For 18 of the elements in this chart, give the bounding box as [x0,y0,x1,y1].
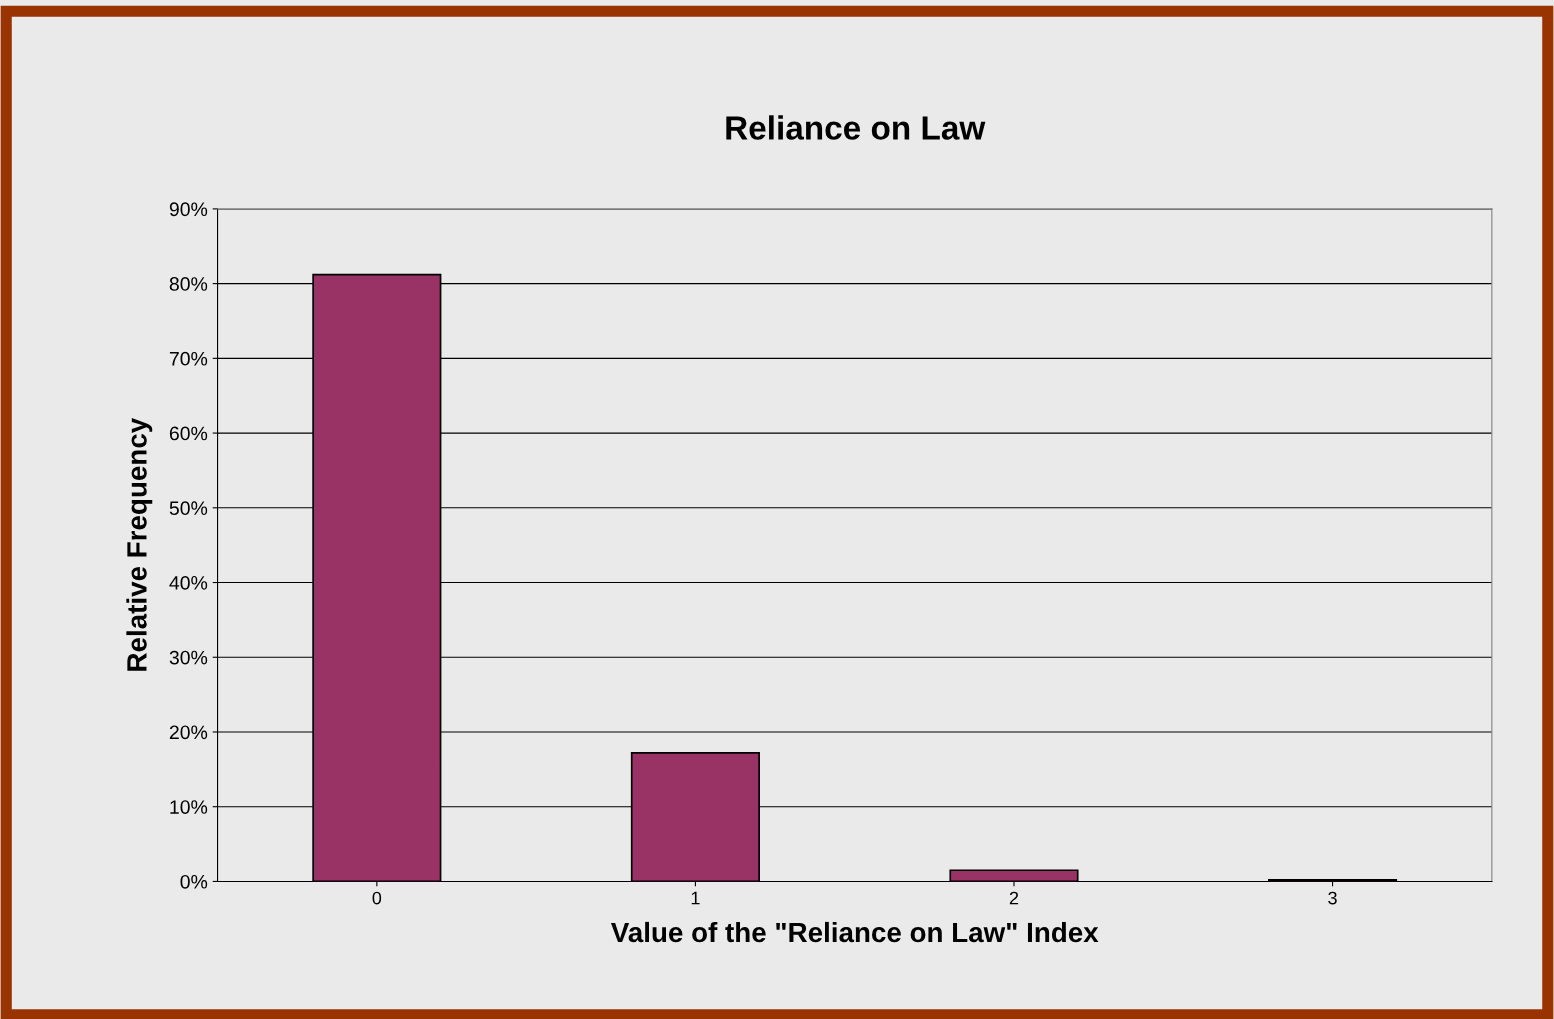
x-tick-label: 1 [691,891,700,905]
x-tick-label: 0 [372,891,382,905]
x-axis-title: Value of the "Reliance on Law" Index [610,921,1099,943]
y-tick-label: 20% [169,725,208,740]
y-tick-label: 30% [169,650,208,665]
y-axis-title: Relative Frequency [126,417,153,671]
y-tick-label: 10% [170,800,208,814]
y-tick-label: 50% [169,501,208,516]
y-tick-label: 80% [169,277,208,291]
y-tick-label: 90% [169,202,208,217]
y-tick-label: 40% [169,576,208,590]
bar [949,869,1079,882]
x-tick-label: 3 [1328,891,1337,905]
y-tick-label: 60% [169,426,208,441]
y-tick-label: 70% [169,351,208,366]
y-tick-label: 0% [180,874,208,889]
chart-title: Reliance on Law [726,115,986,140]
x-tick-label: 2 [1009,891,1019,905]
